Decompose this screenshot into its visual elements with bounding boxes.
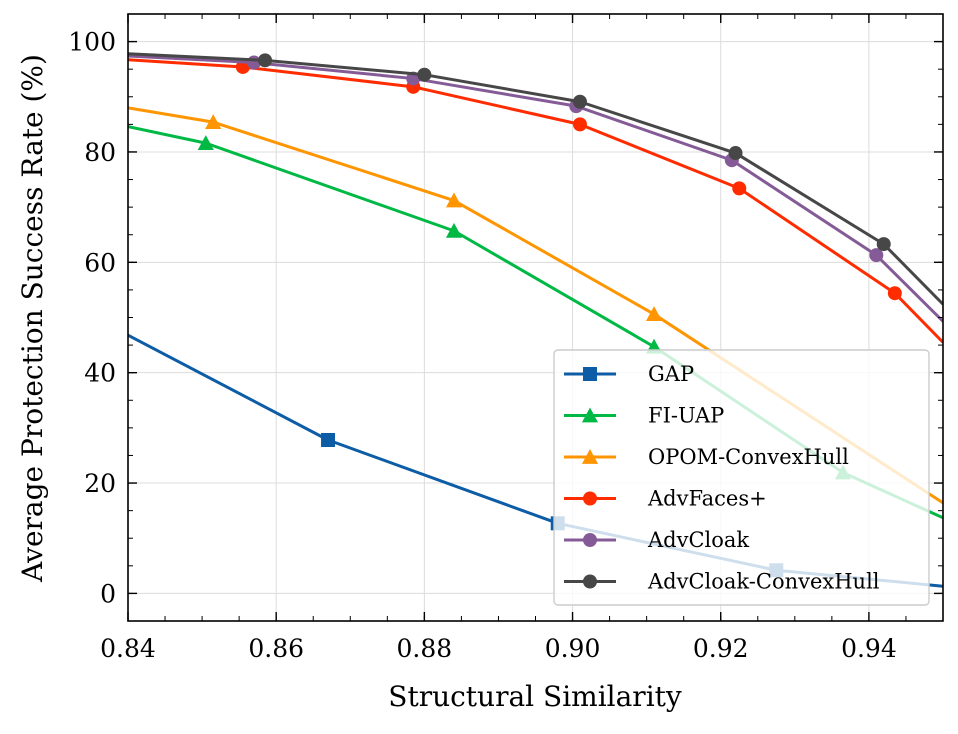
x-tick-label: 0.84 (100, 634, 156, 663)
data-point-marker (728, 146, 743, 161)
data-point-marker (645, 306, 663, 322)
grid (127, 14, 943, 621)
series-line (128, 52, 943, 306)
data-point-marker (258, 53, 273, 68)
axes-frame (127, 13, 944, 622)
x-tick-label: 0.92 (693, 634, 749, 663)
data-point-marker (572, 94, 587, 109)
legend-marker (583, 491, 597, 506)
y-tick-label: 0 (100, 579, 116, 608)
legend-marker (583, 574, 597, 589)
data-point-marker (732, 181, 747, 196)
x-tick-label: 0.86 (248, 634, 304, 663)
legend-label: AdvCloak (647, 528, 749, 552)
legend-marker (583, 367, 597, 381)
legend-item: GAP (564, 362, 694, 386)
y-tick-label: 40 (84, 359, 116, 388)
x-tick-label: 0.90 (545, 634, 601, 663)
data-point-marker (197, 135, 214, 150)
x-axis-title: Structural Similarity (388, 680, 682, 713)
data-point-marker (887, 286, 902, 301)
data-point-marker (572, 117, 587, 132)
legend-item: AdvCloak-ConvexHull (564, 570, 880, 594)
series-advcloak-convexhull (128, 52, 943, 306)
legend-marker (581, 448, 599, 464)
data-point-marker (445, 222, 463, 238)
series-line (128, 54, 943, 323)
series-line (128, 58, 943, 344)
legend: GAP FI-UAP OPOM-ConvexHull AdvFaces+ AdvCloa… (553, 349, 930, 606)
y-tick-label: 20 (84, 469, 116, 498)
legend-item: AdvCloak (564, 528, 749, 552)
y-axis-title: Average Protection Success Rate (%) (16, 54, 49, 583)
data-point-marker (445, 192, 463, 208)
legend-label: AdvFaces+ (647, 487, 767, 511)
data-point-marker (321, 433, 336, 448)
y-tick-label: 80 (84, 138, 116, 167)
legend-item: FI-UAP (564, 404, 724, 428)
legend-item: AdvFaces+ (564, 487, 767, 511)
tick-labels: 0.84 0.86 0.88 0.90 0.92 0.94 0 20 40 60 80 100 (68, 28, 896, 663)
data-point-marker (876, 237, 891, 252)
legend-marker (583, 533, 597, 547)
legend-label: OPOM-ConvexHull (648, 445, 849, 469)
y-tick-label: 60 (84, 248, 116, 277)
legend-label: AdvCloak-ConvexHull (647, 570, 880, 594)
data-point-marker (205, 114, 222, 129)
legend-label: FI-UAP (648, 404, 724, 428)
x-tick-label: 0.94 (841, 634, 897, 663)
y-tick-label: 100 (68, 28, 116, 57)
x-tick-label: 0.88 (397, 634, 453, 663)
legend-label: GAP (648, 362, 694, 386)
legend-marker (581, 407, 599, 423)
series-advfaces- (128, 58, 943, 344)
legend-item: OPOM-ConvexHull (564, 445, 849, 469)
data-point-marker (869, 248, 884, 263)
data-point-marker (417, 67, 432, 82)
legend-box (553, 349, 930, 606)
